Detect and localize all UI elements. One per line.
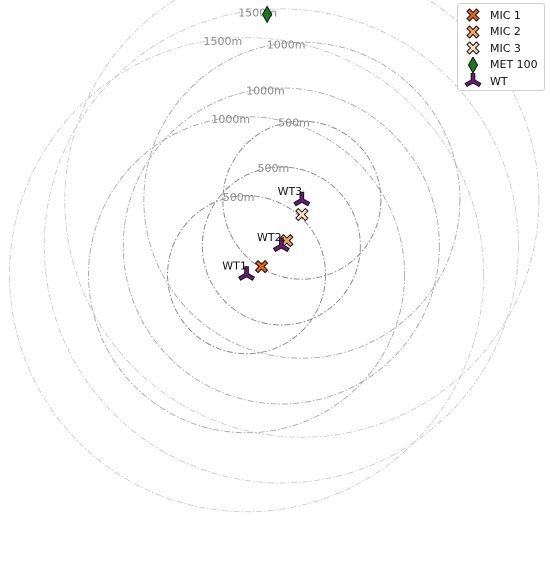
range-ring-wt3-500 — [222, 120, 382, 280]
range-ring-wt3-1000 — [143, 41, 461, 359]
x-filled-shape — [466, 41, 480, 55]
marker-mic-1 — [254, 259, 269, 274]
range-ring-label: 1000m — [246, 84, 285, 97]
legend-item-wt: WT — [464, 73, 544, 90]
rings-group: 500m1000m1500m500m1000m1500m500m1000m150… — [9, 0, 540, 513]
turbine-label: WT2 — [257, 231, 282, 244]
diamond-icon — [467, 56, 479, 73]
range-ring-wt1-1000 — [88, 116, 406, 434]
range-ring-label: 500m — [258, 162, 290, 175]
range-ring-wt2-1000 — [122, 87, 440, 405]
range-ring-wt1-500 — [167, 195, 327, 355]
legend-label: MET 100 — [490, 58, 538, 72]
markers-group: WT1 WT2 WT3 — [222, 5, 311, 281]
range-ring-label: 1000m — [211, 113, 250, 126]
legend-item-mic3: MIC 3 — [464, 40, 544, 57]
x-filled-shape — [466, 25, 480, 39]
turbine-label: WT1 — [222, 260, 247, 273]
range-ring-wt3-1500 — [64, 0, 540, 438]
marker-mic-3 — [295, 207, 309, 222]
x-filled-icon — [466, 8, 480, 22]
x-filled-icon — [466, 25, 480, 39]
marker-wt — [293, 191, 311, 207]
range-ring-label: 500m — [223, 191, 255, 204]
tri-star-icon — [464, 73, 482, 88]
legend-label: MIC 3 — [490, 41, 521, 55]
legend-label: WT — [490, 74, 508, 88]
marker-mic-2 — [280, 233, 294, 248]
marker-wt — [272, 237, 290, 253]
turbine-label: WT3 — [278, 185, 303, 198]
legend: MIC 1 MIC 2 MIC 3 MET 100 WT — [457, 3, 545, 91]
marker-wt — [238, 266, 256, 281]
legend-item-mic1: MIC 1 — [464, 7, 544, 24]
range-ring-label: 1000m — [267, 39, 306, 52]
legend-item-met100: MET 100 — [464, 56, 544, 74]
x-filled-shape — [466, 8, 480, 22]
marker-met-100 — [262, 5, 273, 24]
range-ring-wt1-1500 — [9, 37, 485, 513]
range-ring-label: 1500m — [203, 35, 242, 48]
legend-label: MIC 2 — [490, 25, 521, 39]
diamond-shape — [467, 56, 479, 73]
tri-star-shape — [464, 73, 482, 88]
legend-label: MIC 1 — [490, 8, 521, 22]
legend-item-mic2: MIC 2 — [464, 24, 544, 41]
range-ring-wt2-1500 — [43, 8, 519, 484]
range-ring-wt2-500 — [201, 166, 361, 326]
x-filled-icon — [466, 41, 480, 55]
range-ring-label: 500m — [278, 116, 310, 129]
